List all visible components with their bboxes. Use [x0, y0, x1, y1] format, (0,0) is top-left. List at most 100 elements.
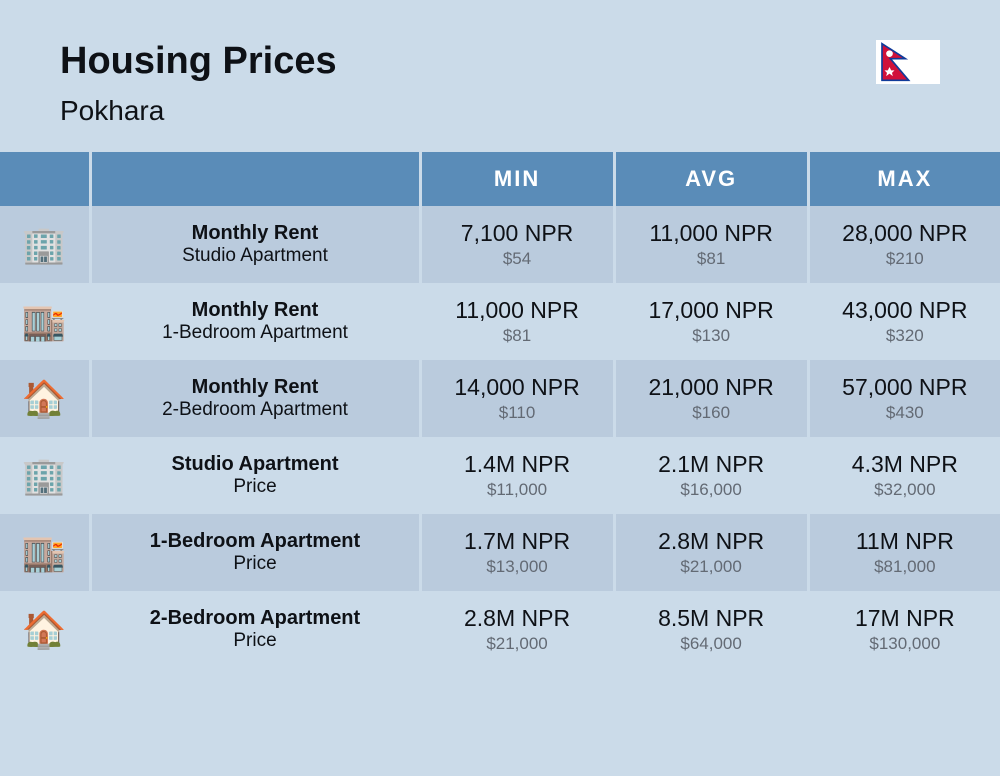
row-icon-cell: 🏢: [0, 437, 90, 514]
col-header-icon: [0, 152, 90, 206]
building-icon: 🏬: [22, 532, 67, 573]
row-icon-cell: 🏠: [0, 360, 90, 437]
row-label-cell: 2-Bedroom Apartment Price: [90, 591, 420, 668]
min-price-usd: $11,000: [422, 480, 613, 500]
avg-price-usd: $21,000: [616, 557, 807, 577]
min-price: 14,000 NPR: [422, 374, 613, 401]
max-price-usd: $130,000: [810, 634, 1000, 654]
row-label-cell: Studio Apartment Price: [90, 437, 420, 514]
max-price: 43,000 NPR: [810, 297, 1000, 324]
row-subtitle: 1-Bedroom Apartment: [92, 322, 419, 344]
page-title: Housing Prices: [60, 40, 337, 83]
row-title: Monthly Rent: [92, 376, 419, 399]
max-cell: 11M NPR $81,000: [808, 514, 1000, 591]
table-row: 🏬 Monthly Rent 1-Bedroom Apartment 11,00…: [0, 283, 1000, 360]
row-label-cell: 1-Bedroom Apartment Price: [90, 514, 420, 591]
max-price: 11M NPR: [810, 528, 1000, 555]
table-row: 🏠 Monthly Rent 2-Bedroom Apartment 14,00…: [0, 360, 1000, 437]
avg-price-usd: $64,000: [616, 634, 807, 654]
row-icon-cell: 🏬: [0, 514, 90, 591]
table-row: 🏬 1-Bedroom Apartment Price 1.7M NPR $13…: [0, 514, 1000, 591]
table-header-row: MIN AVG MAX: [0, 152, 1000, 206]
row-subtitle: Price: [92, 553, 419, 575]
max-price-usd: $320: [810, 326, 1000, 346]
col-header-avg: AVG: [614, 152, 808, 206]
max-cell: 43,000 NPR $320: [808, 283, 1000, 360]
table-row: 🏢 Monthly Rent Studio Apartment 7,100 NP…: [0, 206, 1000, 283]
avg-cell: 8.5M NPR $64,000: [614, 591, 808, 668]
row-subtitle: Studio Apartment: [92, 245, 419, 267]
min-cell: 2.8M NPR $21,000: [420, 591, 614, 668]
table-row: 🏠 2-Bedroom Apartment Price 2.8M NPR $21…: [0, 591, 1000, 668]
avg-price: 8.5M NPR: [616, 605, 807, 632]
country-flag: [876, 40, 940, 84]
avg-cell: 2.8M NPR $21,000: [614, 514, 808, 591]
max-price-usd: $210: [810, 249, 1000, 269]
avg-cell: 17,000 NPR $130: [614, 283, 808, 360]
row-label-cell: Monthly Rent 2-Bedroom Apartment: [90, 360, 420, 437]
max-price: 57,000 NPR: [810, 374, 1000, 401]
max-cell: 57,000 NPR $430: [808, 360, 1000, 437]
min-price: 11,000 NPR: [422, 297, 613, 324]
col-header-min: MIN: [420, 152, 614, 206]
max-price: 28,000 NPR: [810, 220, 1000, 247]
building-icon: 🏢: [22, 455, 67, 496]
row-title: Studio Apartment: [92, 453, 419, 476]
housing-table: MIN AVG MAX 🏢 Monthly Rent Studio Apartm…: [0, 152, 1000, 668]
row-label-cell: Monthly Rent 1-Bedroom Apartment: [90, 283, 420, 360]
avg-price: 11,000 NPR: [616, 220, 807, 247]
building-icon: 🏠: [22, 378, 67, 419]
min-price-usd: $81: [422, 326, 613, 346]
min-cell: 14,000 NPR $110: [420, 360, 614, 437]
max-cell: 28,000 NPR $210: [808, 206, 1000, 283]
min-price-usd: $13,000: [422, 557, 613, 577]
row-title: Monthly Rent: [92, 222, 419, 245]
row-subtitle: Price: [92, 476, 419, 498]
avg-price: 21,000 NPR: [616, 374, 807, 401]
avg-cell: 2.1M NPR $16,000: [614, 437, 808, 514]
avg-price-usd: $81: [616, 249, 807, 269]
min-price-usd: $110: [422, 403, 613, 423]
avg-price: 17,000 NPR: [616, 297, 807, 324]
max-price: 4.3M NPR: [810, 451, 1000, 478]
row-subtitle: 2-Bedroom Apartment: [92, 399, 419, 421]
min-cell: 1.4M NPR $11,000: [420, 437, 614, 514]
header-text: Housing Prices Pokhara: [60, 40, 337, 127]
max-price-usd: $32,000: [810, 480, 1000, 500]
min-price-usd: $21,000: [422, 634, 613, 654]
row-label-cell: Monthly Rent Studio Apartment: [90, 206, 420, 283]
min-cell: 1.7M NPR $13,000: [420, 514, 614, 591]
building-icon: 🏬: [22, 301, 67, 342]
row-icon-cell: 🏢: [0, 206, 90, 283]
avg-cell: 21,000 NPR $160: [614, 360, 808, 437]
col-header-label: [90, 152, 420, 206]
max-cell: 17M NPR $130,000: [808, 591, 1000, 668]
row-icon-cell: 🏠: [0, 591, 90, 668]
city-name: Pokhara: [60, 95, 337, 127]
min-cell: 11,000 NPR $81: [420, 283, 614, 360]
min-cell: 7,100 NPR $54: [420, 206, 614, 283]
row-title: 1-Bedroom Apartment: [92, 530, 419, 553]
min-price: 1.7M NPR: [422, 528, 613, 555]
min-price: 1.4M NPR: [422, 451, 613, 478]
max-price-usd: $430: [810, 403, 1000, 423]
row-title: 2-Bedroom Apartment: [92, 607, 419, 630]
avg-price-usd: $16,000: [616, 480, 807, 500]
building-icon: 🏠: [22, 609, 67, 650]
max-price-usd: $81,000: [810, 557, 1000, 577]
nepal-flag-icon: [878, 42, 916, 82]
min-price: 7,100 NPR: [422, 220, 613, 247]
table-row: 🏢 Studio Apartment Price 1.4M NPR $11,00…: [0, 437, 1000, 514]
avg-price: 2.1M NPR: [616, 451, 807, 478]
min-price: 2.8M NPR: [422, 605, 613, 632]
avg-price-usd: $160: [616, 403, 807, 423]
col-header-max: MAX: [808, 152, 1000, 206]
avg-price-usd: $130: [616, 326, 807, 346]
min-price-usd: $54: [422, 249, 613, 269]
row-subtitle: Price: [92, 630, 419, 652]
max-cell: 4.3M NPR $32,000: [808, 437, 1000, 514]
building-icon: 🏢: [22, 224, 67, 265]
avg-cell: 11,000 NPR $81: [614, 206, 808, 283]
row-title: Monthly Rent: [92, 299, 419, 322]
row-icon-cell: 🏬: [0, 283, 90, 360]
